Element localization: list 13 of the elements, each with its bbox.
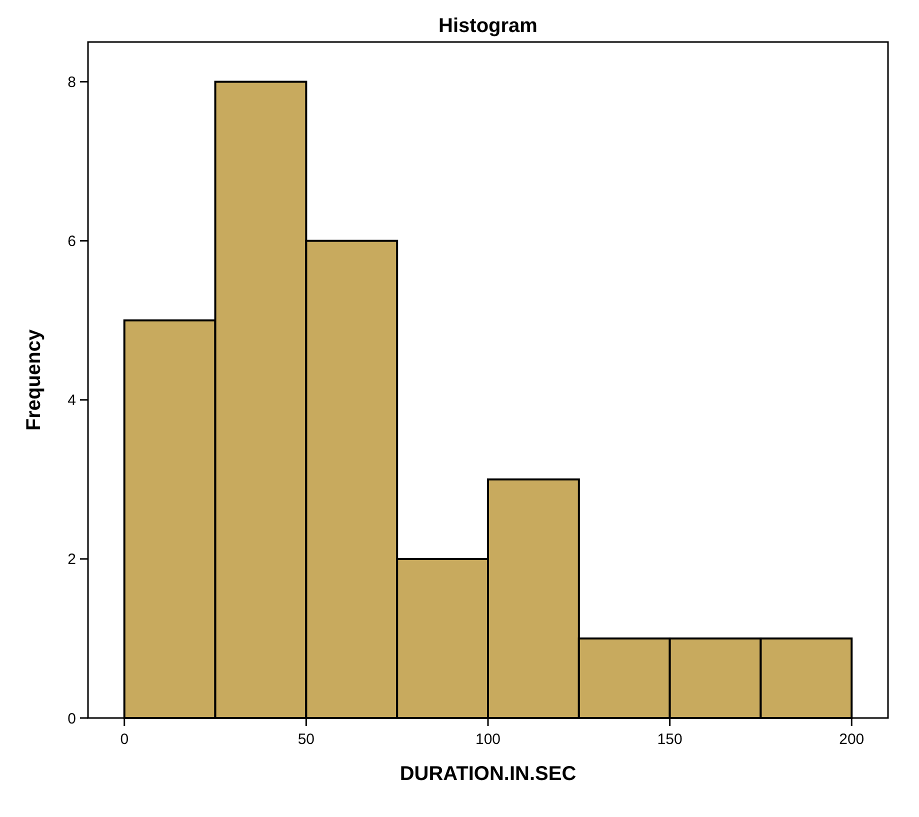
y-tick-label: 6 (68, 233, 76, 250)
y-axis-title: Frequency (23, 328, 45, 431)
x-tick-label: 0 (120, 731, 129, 748)
y-tick-label: 8 (68, 74, 76, 92)
x-tick-label: 50 (298, 731, 315, 748)
x-tick-label: 100 (475, 731, 501, 748)
x-tick-label: 150 (657, 731, 682, 748)
y-tick-label: 4 (68, 392, 76, 410)
y-tick-label: 2 (68, 551, 76, 568)
chart-title: Histogram (438, 15, 538, 37)
x-tick-label: 200 (839, 731, 864, 748)
x-axis-title: DURATION.IN.SEC (400, 763, 576, 785)
y-tick-label: 0 (68, 710, 76, 728)
